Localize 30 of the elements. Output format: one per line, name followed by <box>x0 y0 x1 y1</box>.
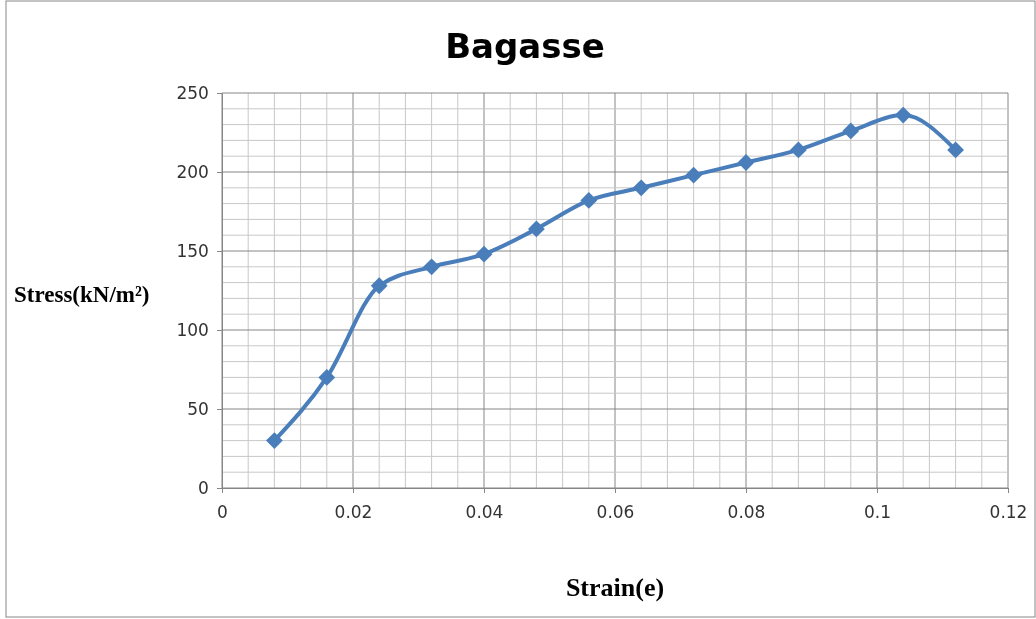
point <box>737 154 755 171</box>
point <box>842 122 860 140</box>
x-tick-label: 0.1 <box>863 502 892 523</box>
x-tick-label: 0.02 <box>334 502 373 523</box>
x-tick-label: 0 <box>217 502 228 523</box>
y-tick-label: 150 <box>176 240 209 261</box>
y-tick-label: 50 <box>187 398 209 419</box>
point <box>266 432 283 449</box>
x-axis-title: Strain(e) <box>565 573 665 602</box>
x-tick-label: 0.12 <box>989 502 1028 523</box>
x-tick-label: 0.08 <box>727 502 766 523</box>
chart-title: Bagasse <box>445 26 605 66</box>
point <box>475 245 493 263</box>
point <box>370 277 388 295</box>
point <box>318 369 336 386</box>
point <box>580 192 598 209</box>
y-tick-label: 200 <box>176 161 209 182</box>
point <box>790 141 807 159</box>
point <box>528 220 545 238</box>
point <box>685 166 702 184</box>
point <box>632 179 650 197</box>
y-tick-label: 250 <box>176 82 209 103</box>
point <box>947 141 964 159</box>
point <box>423 258 440 276</box>
y-axis-title: Stress(kN/m²) <box>14 282 150 307</box>
y-tick-label: 0 <box>198 477 209 498</box>
point <box>894 106 912 124</box>
x-tick-label: 0.04 <box>465 502 504 523</box>
x-tick-label: 0.06 <box>596 502 635 523</box>
y-tick-label: 100 <box>176 319 209 340</box>
